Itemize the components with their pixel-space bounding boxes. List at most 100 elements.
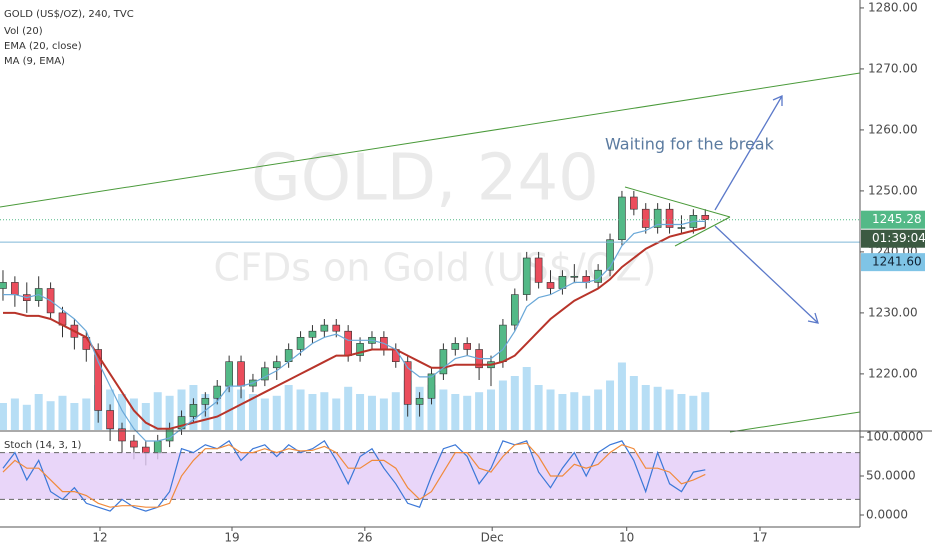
volume-bar bbox=[629, 376, 638, 430]
volume-bar bbox=[487, 389, 496, 430]
volume-bar bbox=[641, 385, 650, 430]
stoch-band bbox=[0, 452, 860, 500]
volume-bar bbox=[617, 362, 626, 430]
volume-bar bbox=[153, 392, 162, 430]
volume-bar bbox=[82, 398, 91, 430]
candle-body bbox=[308, 330, 317, 338]
volume-bar bbox=[356, 394, 365, 430]
countdown-box bbox=[861, 229, 925, 248]
trend-line bbox=[0, 72, 861, 208]
volume-bar bbox=[665, 389, 674, 430]
volume-bar bbox=[296, 389, 305, 430]
countdown: 01:39:04 bbox=[872, 231, 926, 245]
last-price-box bbox=[861, 210, 925, 229]
candle-body bbox=[677, 227, 686, 229]
volume-bar bbox=[677, 394, 686, 430]
candle-body bbox=[499, 324, 507, 362]
volume-bar bbox=[451, 394, 460, 430]
volume-bar bbox=[546, 389, 555, 430]
candle-body bbox=[439, 349, 448, 375]
candle-body bbox=[296, 336, 305, 350]
candle-body bbox=[320, 324, 329, 332]
candle-body bbox=[225, 361, 233, 387]
legend-entry: Vol (20) bbox=[4, 26, 43, 37]
legend-entry: MA (9, EMA) bbox=[4, 56, 65, 67]
legend-title: GOLD (US$/OZ), 240, TVC bbox=[4, 9, 134, 20]
last-price-label: 1245.28 bbox=[872, 212, 922, 226]
volume-bar bbox=[248, 394, 257, 430]
axis-background bbox=[860, 0, 932, 550]
candle-body bbox=[665, 208, 674, 228]
series-line bbox=[3, 226, 706, 430]
volume-bar bbox=[391, 392, 400, 430]
volume-bar bbox=[141, 403, 150, 430]
legend-title: Stoch (14, 3, 1) bbox=[4, 440, 81, 451]
volume-bar bbox=[332, 398, 341, 430]
candle-body bbox=[0, 282, 7, 289]
arrow-head bbox=[772, 94, 783, 106]
candle-body bbox=[451, 343, 460, 350]
candle-body bbox=[118, 428, 126, 442]
series-line bbox=[3, 220, 706, 442]
volume-bar bbox=[701, 392, 710, 430]
candle-body bbox=[153, 440, 162, 454]
volume-bar bbox=[498, 380, 507, 430]
volume-bar bbox=[475, 392, 484, 430]
volume-bar bbox=[463, 395, 472, 430]
y-tick-label: 1260.00 bbox=[868, 122, 918, 136]
candle-body bbox=[701, 215, 710, 220]
volume-bar bbox=[320, 392, 329, 430]
x-tick-label: Dec bbox=[481, 531, 504, 545]
candle-body bbox=[201, 397, 210, 405]
volume-bar bbox=[0, 403, 7, 430]
volume-bar bbox=[439, 389, 448, 430]
plot-layer bbox=[0, 190, 860, 512]
volume-bar bbox=[606, 380, 615, 430]
candle-body bbox=[618, 196, 626, 241]
candle-body bbox=[344, 330, 352, 356]
candle-body bbox=[641, 208, 650, 228]
drawings bbox=[0, 72, 861, 433]
x-tick-label: 17 bbox=[752, 531, 767, 545]
candle-body bbox=[130, 440, 138, 448]
arrow bbox=[714, 225, 819, 324]
y-tick-label: 1230.00 bbox=[868, 305, 918, 319]
arrow-head bbox=[807, 312, 819, 324]
volume-bar bbox=[260, 398, 269, 430]
volume-bar bbox=[58, 395, 67, 430]
volume-bar bbox=[367, 395, 376, 430]
y-tick-label: 50.0000 bbox=[866, 469, 916, 483]
x-tick-label: 19 bbox=[224, 531, 239, 545]
legend-entry: EMA (20, close) bbox=[4, 41, 82, 52]
candle-body bbox=[261, 367, 269, 381]
volume-bar bbox=[22, 404, 31, 430]
triangle-line bbox=[674, 216, 731, 247]
volume-bar bbox=[534, 385, 543, 430]
candle-body bbox=[403, 361, 412, 405]
watermark: CFDs on Gold (US$/OZ) bbox=[214, 246, 657, 290]
candle-body bbox=[630, 196, 638, 210]
volume-bar bbox=[177, 389, 186, 430]
volume-bar bbox=[582, 395, 591, 430]
y-tick-label: 1250.00 bbox=[868, 183, 918, 197]
candle-body bbox=[332, 324, 341, 332]
candle-body bbox=[272, 361, 281, 369]
candle-body bbox=[189, 404, 198, 417]
volume-bar bbox=[379, 398, 388, 430]
volume-bar bbox=[46, 401, 55, 430]
volume-bar bbox=[653, 386, 662, 430]
axes-layer: 1220.001230.001240.001250.001260.001270.… bbox=[92, 0, 926, 544]
volume-bar bbox=[522, 367, 531, 430]
candle-body bbox=[570, 275, 579, 278]
volume-bar bbox=[129, 398, 138, 430]
volume-bar bbox=[344, 386, 353, 430]
volume-bar bbox=[213, 395, 222, 430]
x-tick-label: 26 bbox=[357, 531, 372, 545]
candle-body bbox=[653, 208, 662, 228]
candle-body bbox=[534, 257, 543, 283]
candle-body bbox=[11, 282, 19, 295]
volume-bar bbox=[284, 385, 293, 430]
series-line bbox=[2, 442, 706, 508]
candle-body bbox=[415, 397, 424, 405]
